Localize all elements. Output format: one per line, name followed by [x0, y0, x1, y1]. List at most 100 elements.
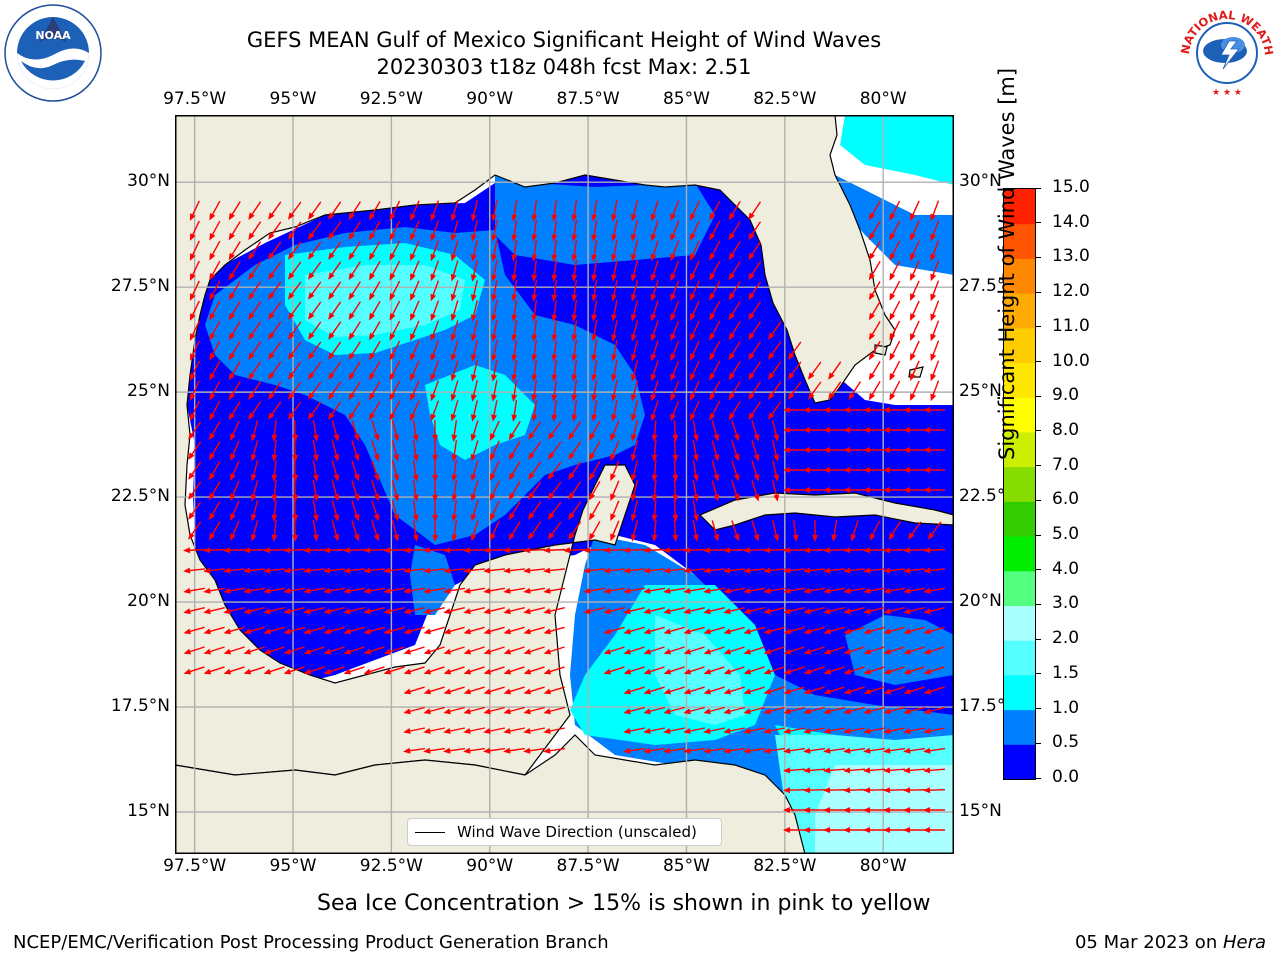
wave-direction-arrow-head [203, 668, 212, 675]
wave-direction-arrow-head [643, 628, 651, 635]
colorbar-segment [1004, 362, 1035, 398]
wave-direction-arrow-head [709, 373, 716, 381]
wave-direction-arrow-head [903, 427, 910, 433]
wave-direction-arrow-head [610, 533, 616, 542]
wave-direction-arrow-head [443, 747, 451, 754]
wave-direction-arrow-head [883, 688, 892, 695]
wave-direction-arrow-head [863, 587, 871, 594]
wave-direction-arrow-head [823, 807, 830, 813]
wave-direction-arrow-head [930, 233, 937, 242]
wave-direction-arrow-head [571, 314, 578, 322]
wave-direction-arrow-head [883, 767, 891, 774]
wave-direction-arrow-head [693, 534, 699, 542]
wave-direction-arrow-head [571, 374, 578, 382]
wave-direction-arrow-head [868, 332, 875, 341]
wave-direction-arrow-head [230, 473, 236, 481]
wave-direction-arrow-head [443, 708, 451, 715]
wave-direction-arrow-head [523, 608, 531, 615]
wave-direction-arrow-head [672, 454, 679, 462]
wave-direction-arrow-head [883, 447, 890, 453]
wave-direction-arrow-head [773, 494, 780, 502]
wave-direction-arrow-head [403, 708, 411, 715]
wave-direction-arrow-head [663, 547, 671, 554]
wave-direction-arrow-head [670, 313, 676, 322]
lon-label-bottom: 92.5°W [359, 856, 423, 876]
wave-direction-arrow-head [889, 273, 896, 281]
wave-direction-arrow-head [930, 393, 937, 402]
wave-direction-arrow-head [743, 628, 751, 635]
wave-direction-arrow-head [803, 447, 810, 453]
wave-direction-arrow-head [709, 393, 716, 401]
wave-direction-arrow-head [209, 452, 216, 461]
wave-direction-arrow-head [203, 628, 211, 635]
wave-direction-arrow-head [250, 434, 257, 442]
wave-direction-arrow-head [630, 394, 637, 402]
wave-direction-arrow-head [323, 648, 332, 655]
wave-direction-arrow-head [723, 648, 732, 655]
wave-direction-arrow-head [450, 373, 457, 382]
wave-direction-arrow-head [683, 668, 692, 675]
wave-direction-arrow-head [623, 708, 631, 715]
wave-direction-arrow-head [903, 628, 911, 635]
wave-direction-arrow-head [531, 234, 538, 242]
wave-direction-arrow-head [883, 407, 890, 413]
wave-direction-arrow-head [783, 567, 791, 574]
wave-direction-arrow-head [703, 728, 711, 734]
wave-direction-arrow-head [571, 274, 578, 282]
wave-direction-arrow-head [551, 294, 558, 302]
wave-direction-arrow-head [250, 474, 257, 482]
wave-direction-arrow-head [353, 533, 360, 542]
wave-direction-arrow-head [883, 427, 890, 433]
wave-direction-arrow-head [690, 213, 696, 221]
colorbar-tick-label: 3.0 [1052, 593, 1080, 614]
wave-direction-arrow-head [883, 827, 890, 833]
wave-direction-arrow-head [383, 587, 391, 594]
wave-direction-arrow-head [328, 332, 335, 340]
wave-direction-arrow-head [369, 292, 376, 301]
wave-direction-arrow-head [292, 514, 299, 522]
wave-direction-arrow-head [503, 587, 511, 594]
wave-direction-arrow-head [703, 608, 711, 615]
wave-direction-arrow-head [248, 332, 255, 340]
wave-direction-arrow-head [483, 668, 492, 675]
nws-logo: NATIONAL WEATHER SERVICE ★ ★ ★ [1173, 0, 1277, 103]
wave-direction-arrow-head [783, 767, 791, 774]
wave-direction-arrow-head [591, 314, 598, 322]
wave-direction-arrow-head [812, 535, 818, 542]
wave-direction-arrow-head [389, 313, 396, 321]
wave-direction-arrow-head [308, 352, 315, 360]
wave-direction-arrow-head [470, 214, 477, 222]
wave-direction-arrow-head [303, 668, 312, 675]
wave-direction-arrow-head [412, 534, 419, 542]
wave-direction-arrow-head [403, 587, 411, 594]
wave-direction-arrow-head [748, 352, 755, 360]
wave-direction-arrow-head [903, 487, 910, 493]
wave-direction-arrow-head [410, 273, 416, 281]
wave-direction-arrow-head [683, 547, 691, 554]
wave-direction-arrow-head [189, 413, 196, 421]
wave-direction-arrow-head [713, 474, 720, 482]
wave-direction-arrow-head [783, 407, 790, 413]
wave-direction-arrow-head [768, 412, 775, 420]
wave-direction-arrow-head [283, 587, 291, 594]
colorbar-tick-mark [1035, 326, 1041, 328]
wave-direction-arrow-head [663, 648, 672, 655]
wave-direction-arrow-head [923, 547, 931, 554]
wave-direction-arrow-head [763, 728, 771, 734]
wave-direction-arrow-head [930, 293, 937, 302]
wave-direction-arrow-head [651, 454, 658, 462]
wave-direction-arrow-head [228, 232, 235, 241]
wave-direction-arrow-head [643, 668, 652, 675]
wave-direction-arrow-head [728, 372, 735, 381]
wave-direction-arrow-head [728, 252, 735, 261]
wave-direction-arrow-head [803, 628, 811, 635]
map-legend: Wind Wave Direction (unscaled) [407, 818, 722, 846]
colorbar-tick-label: 9.0 [1052, 385, 1080, 406]
wave-direction-arrow-head [670, 353, 676, 362]
wave-direction-arrow-head [389, 333, 396, 341]
wave-direction-arrow-head [303, 648, 312, 655]
wave-direction-arrow-head [651, 534, 658, 542]
wave-direction-arrow-head [743, 668, 752, 675]
wave-direction-arrow-head [863, 628, 871, 635]
wave-direction-arrow-head [903, 747, 911, 754]
